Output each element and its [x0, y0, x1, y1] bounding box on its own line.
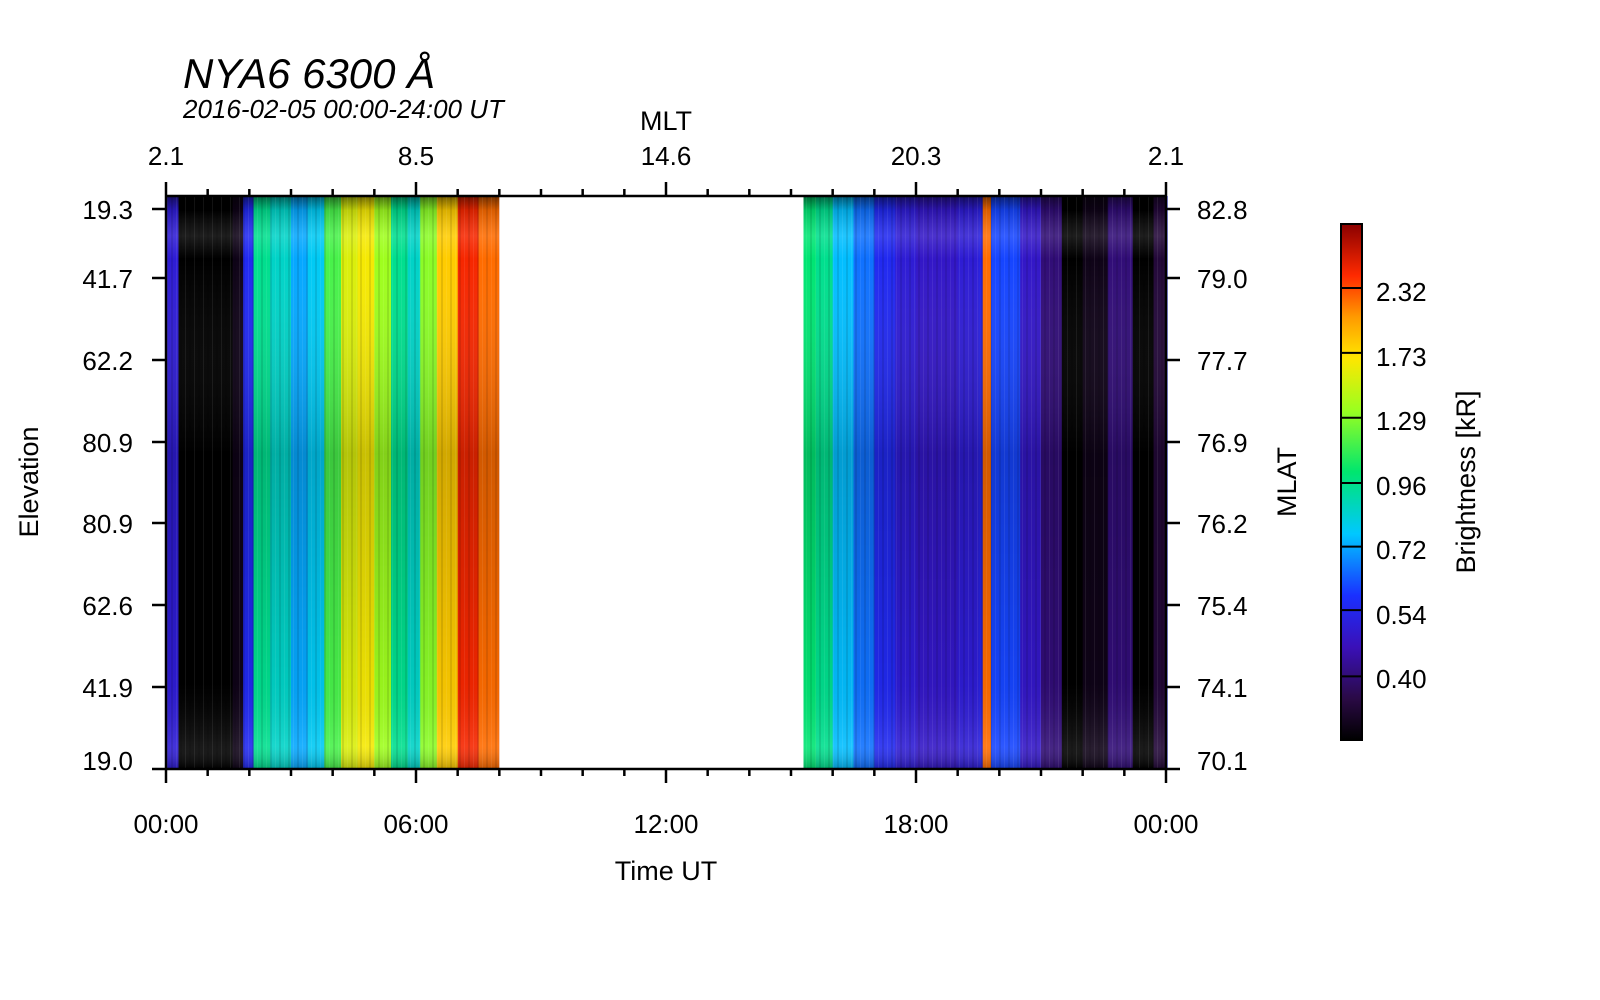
right-tick-label: 82.8: [1197, 195, 1248, 225]
x-tick-label: 00:00: [1133, 809, 1198, 839]
right-tick-label: 74.1: [1197, 673, 1248, 703]
left-tick-label: 19.3: [82, 195, 133, 225]
left-tick-label: 80.9: [82, 428, 133, 458]
left-tick-label: 62.6: [82, 591, 133, 621]
left-tick-label: 80.9: [82, 509, 133, 539]
top-tick-label: 2.1: [148, 141, 184, 171]
colorbar-tick-label: 0.40: [1376, 664, 1427, 694]
left-tick-label: 41.9: [82, 673, 133, 703]
colorbar-tick-label: 2.32: [1376, 277, 1427, 307]
top-tick-label: 8.5: [398, 141, 434, 171]
x-axis-label: Time UT: [615, 856, 718, 886]
top-tick-label: 14.6: [641, 141, 692, 171]
axis-ticks: [152, 182, 1180, 783]
x-tick-label: 00:00: [133, 809, 198, 839]
right-tick-label: 79.0: [1197, 264, 1248, 294]
y-axis-label-left: Elevation: [14, 426, 44, 537]
right-tick-label: 77.7: [1197, 346, 1248, 376]
colorbar-tick-label: 0.54: [1376, 600, 1427, 630]
top-axis-label: MLT: [640, 106, 692, 136]
colorbar-tick-label: 0.96: [1376, 471, 1427, 501]
top-tick-label: 20.3: [891, 141, 942, 171]
left-tick-label: 19.0: [82, 746, 133, 776]
right-tick-label: 70.1: [1197, 746, 1248, 776]
data-gap: [499, 196, 804, 769]
top-tick-label: 2.1: [1148, 141, 1184, 171]
left-tick-label: 41.7: [82, 264, 133, 294]
colorbar-ticks: [1341, 287, 1362, 678]
colorbar-tick-label: 0.72: [1376, 535, 1427, 565]
x-tick-label: 12:00: [633, 809, 698, 839]
colorbar-label: Brightness [kR]: [1451, 390, 1481, 573]
x-tick-label: 06:00: [383, 809, 448, 839]
y-axis-label-right: MLAT: [1272, 447, 1302, 517]
x-tick-label: 18:00: [883, 809, 948, 839]
left-tick-label: 62.2: [82, 346, 133, 376]
right-tick-label: 76.9: [1197, 428, 1248, 458]
right-tick-label: 75.4: [1197, 591, 1248, 621]
chart-title: NYA6 6300 Å: [183, 50, 435, 97]
colorbar-tick-label: 1.29: [1376, 406, 1427, 436]
chart-subtitle: 2016-02-05 00:00-24:00 UT: [182, 94, 506, 124]
right-tick-label: 76.2: [1197, 509, 1248, 539]
colorbar-tick-label: 1.73: [1376, 342, 1427, 372]
